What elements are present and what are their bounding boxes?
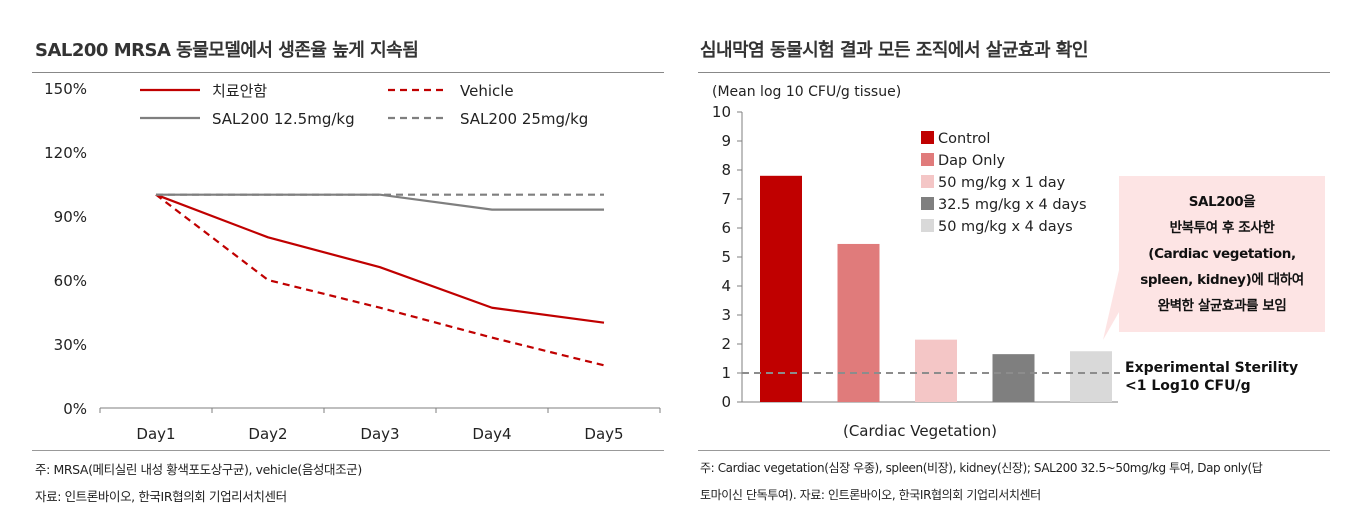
x-axis-title: (Cardiac Vegetation) [843, 422, 997, 440]
y-tick-label: 10 [712, 103, 731, 121]
y-tick-label: 0% [63, 400, 87, 418]
right-footer-rule [698, 450, 1330, 451]
y-tick-label: 6 [721, 219, 731, 237]
sterility-label: Experimental Sterility [1125, 360, 1298, 376]
sterility-label: <1 Log10 CFU/g [1125, 378, 1251, 394]
callout-line-3: (Cardiac vegetation, [1148, 246, 1296, 262]
x-tick-label: Day3 [360, 425, 399, 443]
callout-line-5: 완벽한 살균효과를 보임 [1157, 298, 1287, 314]
y-tick-label: 120% [44, 144, 87, 162]
legend-swatch [921, 197, 934, 210]
bar [1070, 351, 1112, 402]
x-tick-label: Day4 [472, 425, 511, 443]
x-tick-label: Day5 [584, 425, 623, 443]
callout-line-1: SAL200을 [1188, 194, 1256, 210]
y-tick-label: 9 [721, 132, 731, 150]
right-footnote-line1: 주: Cardiac vegetation(심장 우종), spleen(비장)… [700, 461, 1263, 475]
legend-label: Control [938, 131, 990, 147]
bar [760, 175, 802, 402]
left-source: 자료: 인트론바이오, 한국IR협의회 기업리서치센터 [35, 489, 287, 504]
bar [915, 339, 957, 402]
y-tick-label: 3 [721, 306, 731, 324]
x-tick-label: Day2 [248, 425, 287, 443]
left-title-rule [32, 72, 664, 73]
sterility-callout: SAL200을 반복투여 후 조사한 (Cardiac vegetation, … [1119, 176, 1325, 332]
y-tick-label: 4 [721, 277, 731, 295]
callout-pointer [1103, 270, 1119, 340]
left-footnote: 주: MRSA(메티실린 내성 황색포도상구균), vehicle(음성대조군) [35, 462, 362, 477]
y-tick-label: 60% [54, 272, 87, 290]
left-chart-title: SAL200 MRSA 동물모델에서 생존율 높게 지속됨 [35, 40, 419, 61]
legend-swatch [921, 153, 934, 166]
series-line [155, 193, 605, 367]
legend-label: 50 mg/kg x 1 day [938, 175, 1066, 191]
x-tick-label: Day1 [136, 425, 175, 443]
legend-label: SAL200 25mg/kg [460, 110, 588, 128]
legend-swatch [921, 131, 934, 144]
legend-swatch [921, 219, 934, 232]
y-tick-label: 2 [721, 335, 731, 353]
y-tick-label: 8 [721, 161, 731, 179]
callout-line-2: 반복투여 후 조사한 [1169, 220, 1275, 236]
legend-label: Dap Only [938, 153, 1005, 169]
y-tick-label: 1 [721, 364, 731, 382]
legend-label: 50 mg/kg x 4 days [938, 219, 1073, 235]
right-title-rule [698, 72, 1330, 73]
legend-label: Vehicle [460, 82, 514, 100]
series-line [155, 193, 605, 324]
y-axis-title: (Mean log 10 CFU/g tissue) [712, 84, 901, 100]
legend-label: SAL200 12.5mg/kg [212, 110, 355, 128]
y-tick-label: 5 [721, 248, 731, 266]
bar [992, 354, 1035, 402]
y-tick-label: 0 [721, 393, 731, 411]
y-tick-label: 30% [54, 336, 87, 354]
legend-swatch [921, 175, 934, 188]
legend-label: 32.5 mg/kg x 4 days [938, 197, 1087, 213]
y-tick-label: 90% [54, 208, 87, 226]
right-chart-title: 심내막염 동물시험 결과 모든 조직에서 살균효과 확인 [700, 40, 1088, 61]
right-footnote-line2: 토마이신 단독투여). 자료: 인트론바이오, 한국IR협의회 기업리서치센터 [700, 488, 1041, 502]
y-tick-label: 7 [721, 190, 731, 208]
bar [837, 243, 880, 402]
legend-label: 치료안함 [212, 82, 267, 100]
left-footer-rule [32, 450, 664, 451]
callout-line-4: spleen, kidney)에 대하여 [1140, 272, 1304, 288]
y-tick-label: 150% [44, 80, 87, 98]
